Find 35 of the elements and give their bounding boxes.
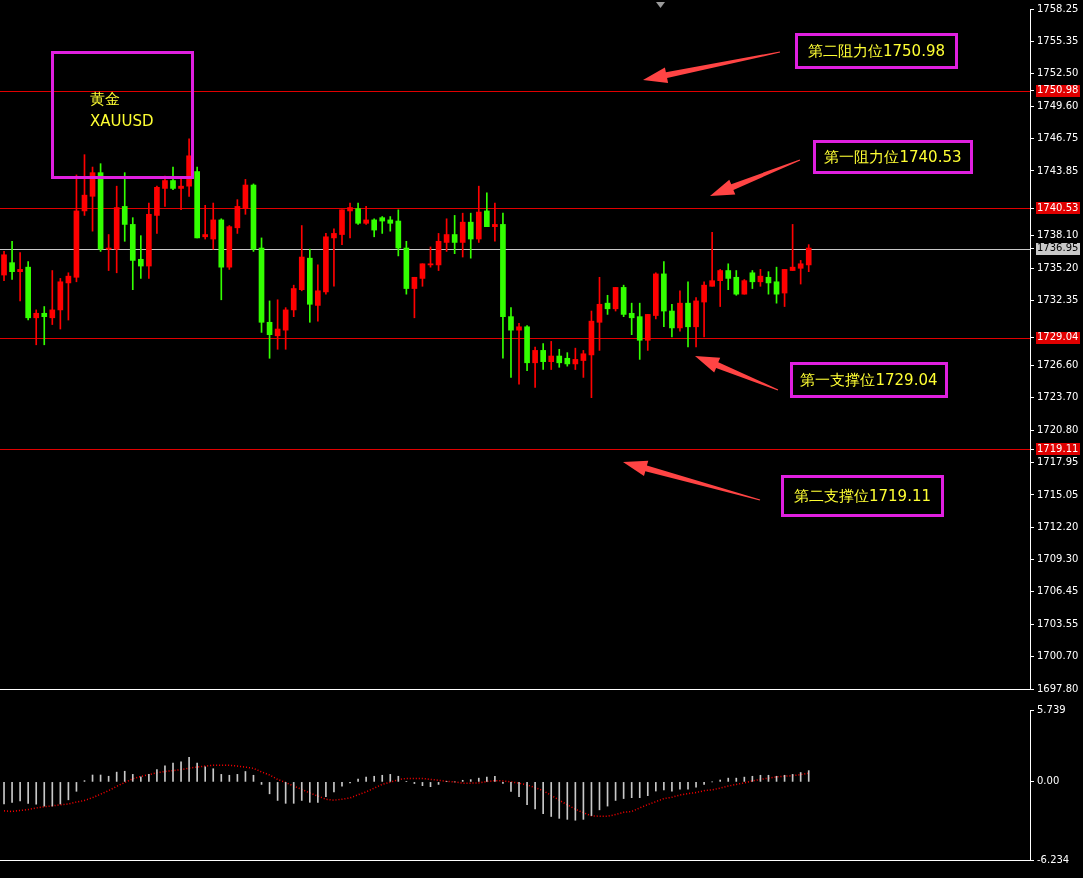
y-tick-label: 1706.45 bbox=[1037, 585, 1079, 597]
y-tick-label: 5.739 bbox=[1037, 703, 1066, 715]
y-tick-label: 1720.80 bbox=[1037, 423, 1079, 435]
y-tick-label: 1723.70 bbox=[1037, 391, 1079, 403]
y-tick-label: 1738.10 bbox=[1037, 229, 1079, 241]
y-tick-label: 1743.85 bbox=[1037, 164, 1079, 176]
y-tick-label: 1709.30 bbox=[1037, 553, 1079, 565]
y-tick-label: 1746.75 bbox=[1037, 131, 1079, 143]
y-tick-label: 1736.95 bbox=[1037, 242, 1079, 254]
y-tick-label: 1758.25 bbox=[1037, 2, 1079, 14]
y-tick-label: 1752.50 bbox=[1037, 67, 1079, 79]
ref-line-label: 第一支撑位1729.04 bbox=[790, 362, 948, 398]
y-tick-label: 1712.20 bbox=[1037, 520, 1079, 532]
y-tick-label: 1719.11 bbox=[1037, 442, 1079, 454]
line-series bbox=[3, 764, 810, 817]
text: 黄金 bbox=[90, 89, 121, 110]
y-tick-label: 1749.60 bbox=[1037, 99, 1079, 111]
y-tick-label: 1755.35 bbox=[1037, 35, 1079, 47]
y-tick-label: -6.234 bbox=[1037, 853, 1070, 865]
ref-line-label: 第一阻力位1740.53 bbox=[813, 140, 973, 174]
y-tick-label: 1703.55 bbox=[1037, 617, 1079, 629]
y-tick-label: 1700.70 bbox=[1037, 649, 1079, 661]
y-tick-label: 1732.35 bbox=[1037, 293, 1079, 305]
y-tick-label: 1697.80 bbox=[1037, 682, 1079, 694]
y-tick-label: 1740.53 bbox=[1037, 201, 1079, 213]
ref-line-label: 第二支撑位1719.11 bbox=[781, 475, 944, 517]
ref-line-label: 第二阻力位1750.98 bbox=[795, 33, 958, 69]
text: XAUUSD bbox=[90, 111, 155, 132]
y-tick-label: 1729.04 bbox=[1037, 331, 1079, 343]
y-tick-label: 1715.05 bbox=[1037, 488, 1079, 500]
y-tick-label: 1717.95 bbox=[1037, 455, 1079, 467]
y-tick-label: 1750.98 bbox=[1037, 84, 1079, 96]
y-tick-label: 1726.60 bbox=[1037, 358, 1079, 370]
y-tick-label: 0.00 bbox=[1037, 775, 1060, 787]
y-tick-label: 1735.20 bbox=[1037, 261, 1079, 273]
